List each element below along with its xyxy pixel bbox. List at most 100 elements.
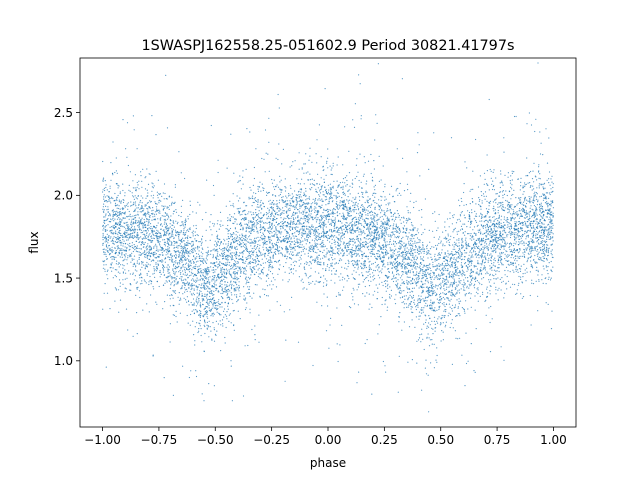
scatter-point [486,213,488,215]
scatter-point [403,242,405,244]
scatter-point [473,266,475,268]
scatter-point [142,222,144,224]
scatter-point [144,204,146,206]
scatter-point [220,225,222,227]
scatter-point [271,202,273,204]
scatter-point [446,259,448,262]
scatter-point [111,196,113,198]
scatter-point [417,241,419,244]
scatter-point [134,228,136,230]
scatter-point [535,118,537,120]
scatter-point [255,248,257,250]
scatter-point [208,302,210,304]
scatter-point [439,264,441,266]
scatter-point [300,189,303,191]
scatter-point [180,276,182,278]
scatter-point [145,246,148,248]
scatter-point [471,212,473,214]
scatter-point [140,248,142,250]
scatter-point [262,242,264,244]
scatter-point [153,247,155,249]
scatter-point [249,308,251,310]
scatter-point [209,239,211,241]
scatter-point [264,238,266,240]
scatter-point [352,227,354,229]
scatter-point [286,237,288,239]
scatter-point [146,261,148,264]
scatter-point [399,277,402,279]
scatter-point [150,246,152,248]
scatter-point [363,209,365,211]
scatter-point [362,218,364,220]
scatter-point [334,273,336,275]
scatter-point [392,280,395,283]
scatter-point [488,279,490,281]
scatter-point [300,241,302,243]
scatter-point [181,238,183,241]
scatter-point [122,249,124,251]
scatter-point [358,179,360,182]
scatter-point [240,219,243,221]
scatter-point [540,184,542,186]
scatter-point [299,242,301,244]
scatter-point [282,148,284,150]
scatter-point [201,247,203,249]
scatter-point [440,282,442,284]
scatter-point [331,197,333,199]
scatter-point [369,252,371,254]
scatter-point [193,247,195,249]
scatter-point [226,167,228,169]
scatter-point [197,245,199,247]
scatter-point [265,212,268,214]
scatter-point [538,279,540,281]
scatter-point [358,234,360,236]
scatter-point [353,253,355,256]
scatter-point [174,274,176,276]
scatter-point [220,279,222,281]
scatter-point [358,222,360,224]
scatter-point [319,183,321,185]
scatter-point [236,301,238,303]
scatter-point [163,215,165,217]
scatter-point [199,257,201,259]
scatter-point [510,225,512,227]
scatter-point [275,229,277,231]
scatter-point [367,242,369,244]
scatter-point [219,320,221,322]
scatter-point [484,267,486,269]
scatter-point [433,285,435,288]
scatter-point [102,229,104,231]
scatter-point [400,243,402,245]
scatter-point [200,270,202,272]
scatter-point [269,199,271,201]
scatter-point [466,287,468,289]
scatter-point [224,302,226,304]
scatter-point [243,295,245,297]
scatter-point [317,235,319,237]
scatter-point [360,250,362,252]
scatter-point [507,201,509,203]
scatter-point [548,192,551,194]
scatter-point [539,153,542,155]
scatter-point [222,323,224,325]
scatter-point [217,263,219,266]
scatter-point [257,185,259,188]
scatter-point [378,283,380,285]
scatter-point [381,210,383,212]
scatter-point [548,171,551,173]
scatter-point [402,263,404,265]
scatter-point [297,242,299,244]
scatter-point [416,248,418,250]
scatter-point [357,209,360,211]
scatter-point [342,178,345,180]
scatter-point [291,215,293,217]
scatter-point [536,214,538,216]
scatter-point [546,162,549,164]
scatter-point [407,283,409,285]
scatter-point [288,234,290,236]
scatter-point [247,223,249,226]
scatter-point [449,244,451,247]
scatter-point [452,244,454,246]
scatter-point [124,217,126,219]
